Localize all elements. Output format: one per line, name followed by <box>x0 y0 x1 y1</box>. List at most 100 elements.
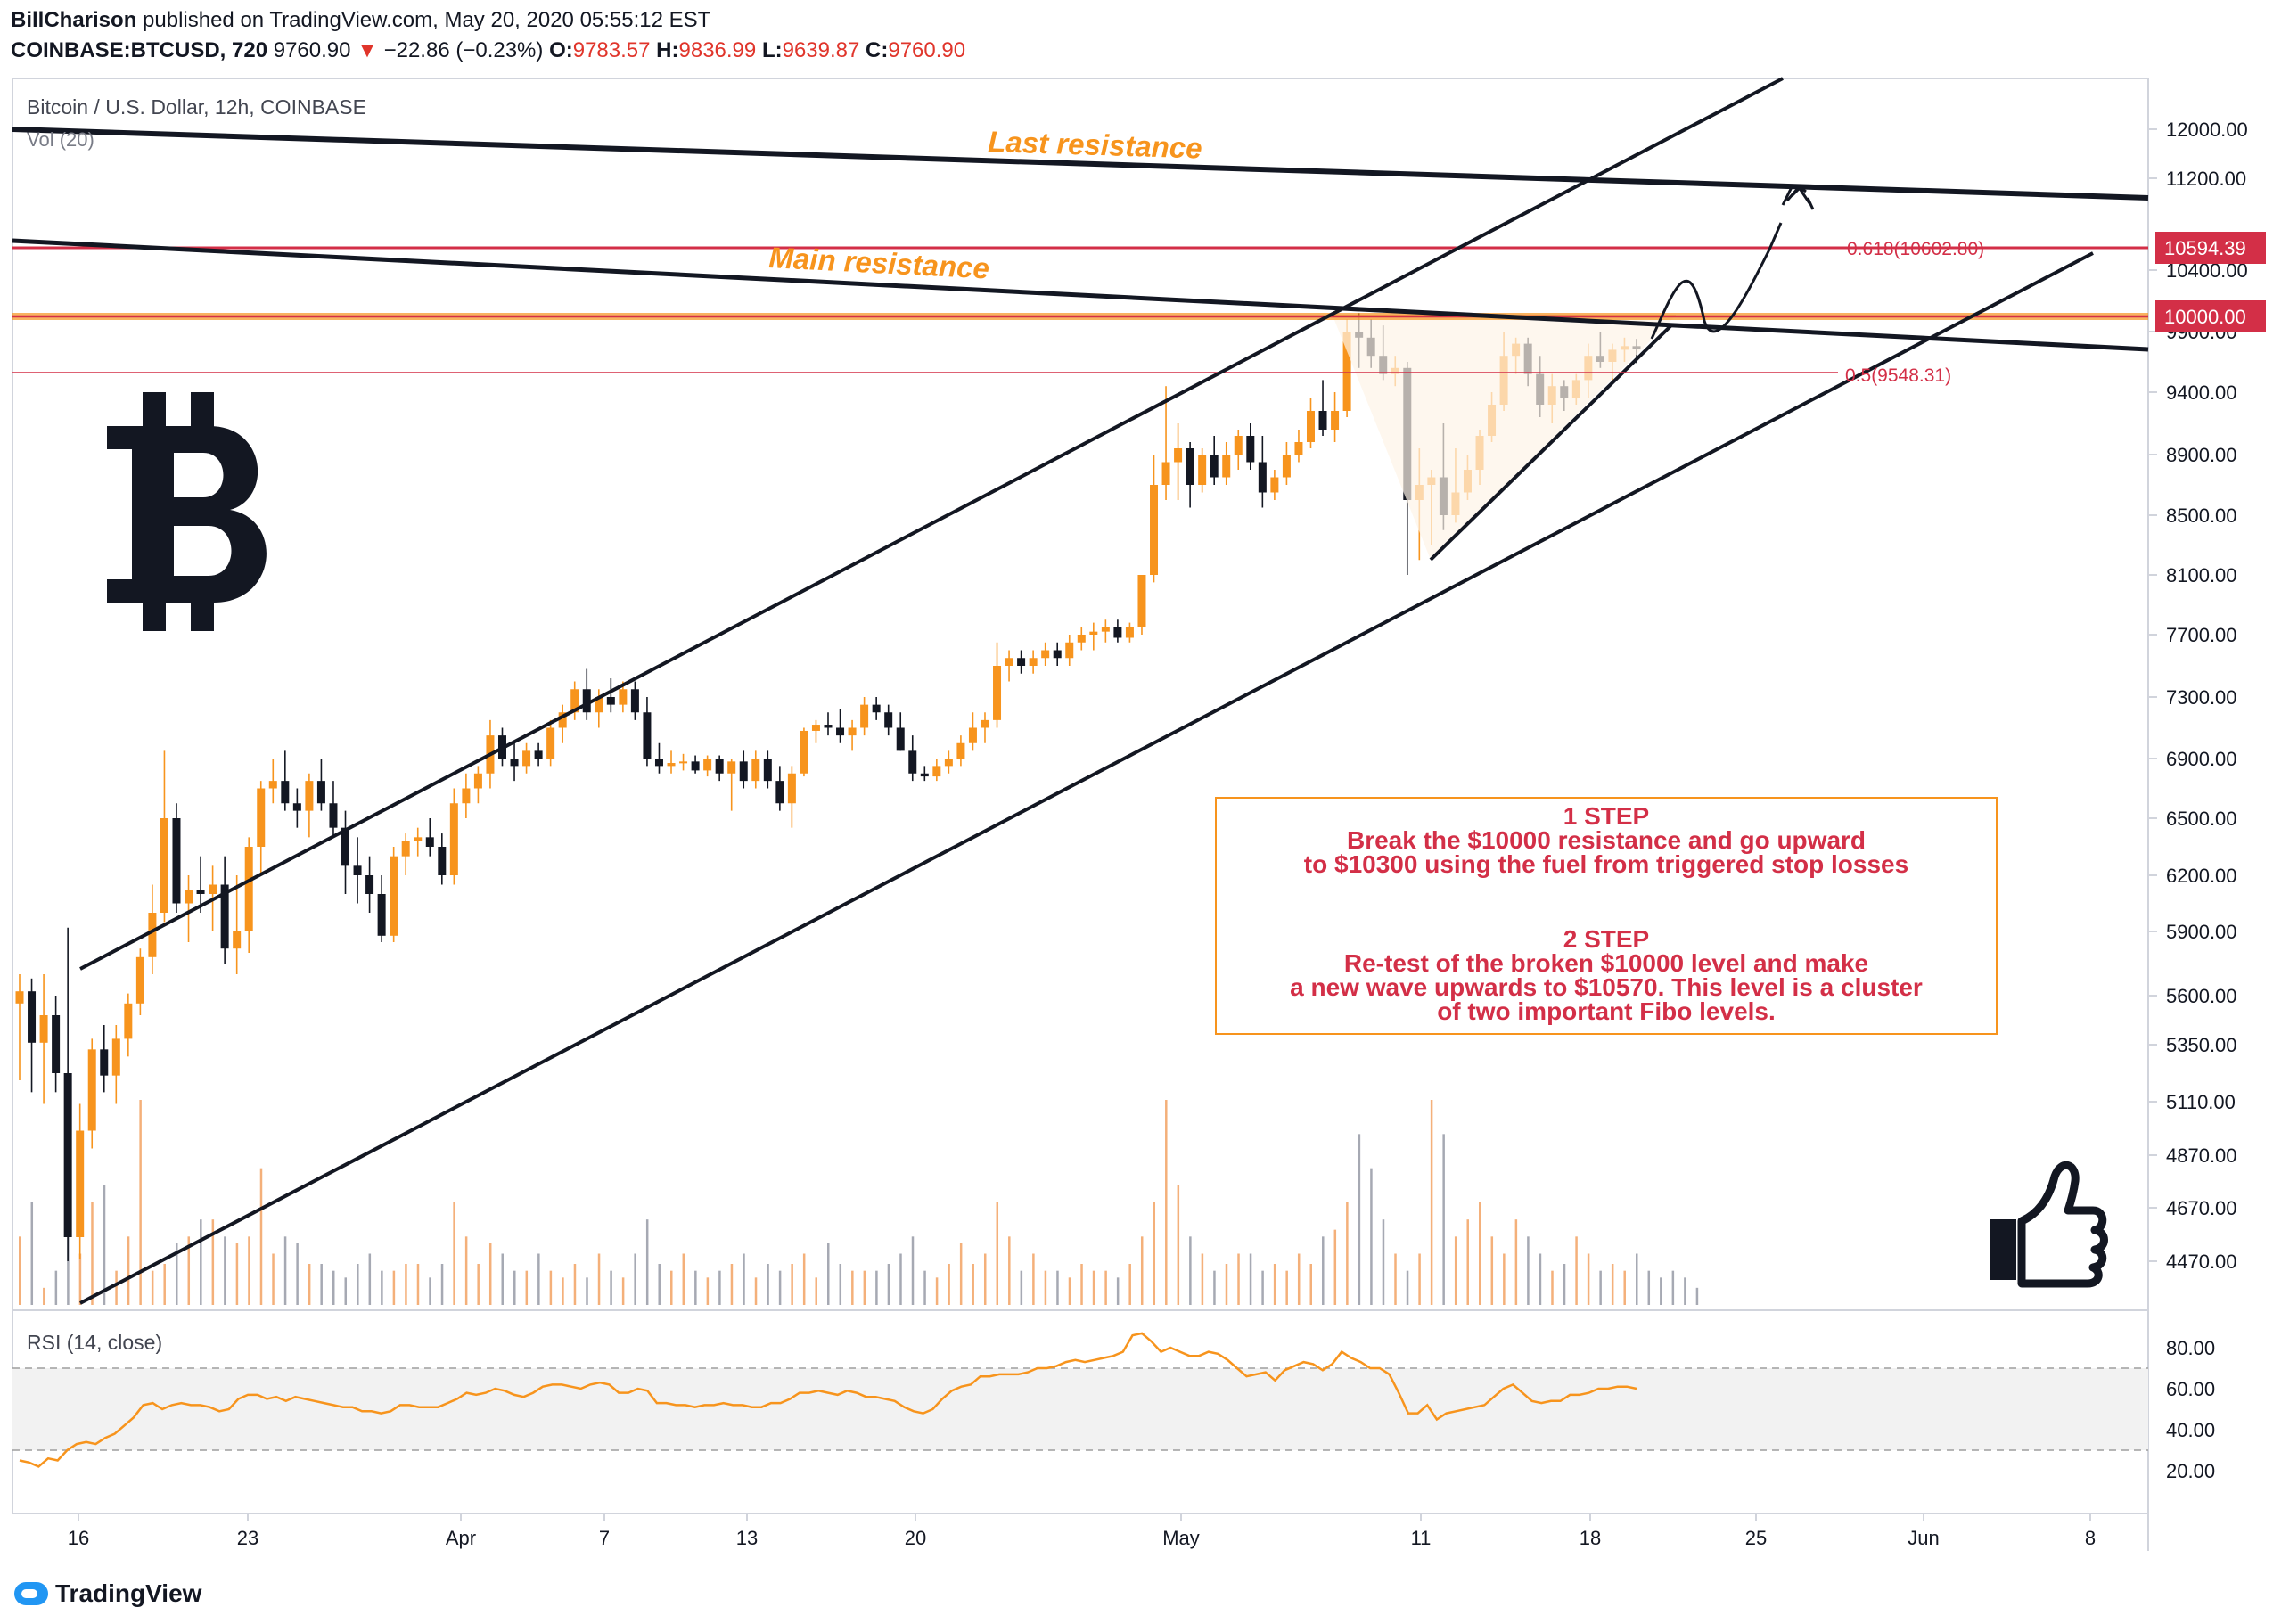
candle-body <box>1150 485 1159 575</box>
volume-bar <box>863 1270 866 1305</box>
chart-header: BillCharison published on TradingView.co… <box>11 5 1526 66</box>
volume-bars <box>19 1100 1699 1305</box>
candle-body <box>1041 650 1050 659</box>
price-axis[interactable]: 12000.0011200.0010400.009900.009400.0089… <box>2148 119 2248 1273</box>
volume-bar <box>645 1219 649 1305</box>
publisher-line: BillCharison published on TradingView.co… <box>11 5 1526 36</box>
last-resistance-trendline[interactable] <box>12 127 2149 201</box>
volume-bar <box>597 1253 601 1305</box>
tradingview-cloud-icon <box>14 1582 48 1605</box>
symbol-label[interactable]: COINBASE:BTCUSD, 720 <box>11 38 268 62</box>
triangle-support-line[interactable] <box>1429 324 1673 562</box>
volume-bar <box>440 1264 444 1305</box>
candle-body <box>87 1049 96 1131</box>
volume-bar <box>54 1270 58 1305</box>
volume-bar <box>1297 1253 1301 1305</box>
volume-bar <box>1056 1270 1059 1305</box>
volume-bar <box>1104 1270 1107 1305</box>
volume-bar <box>464 1236 468 1305</box>
volume-bar <box>1140 1236 1144 1305</box>
price-tick-label: 11200.00 <box>2166 168 2246 190</box>
author-name[interactable]: BillCharison <box>11 8 137 32</box>
candle-body <box>1029 658 1038 666</box>
candle-body <box>185 890 193 904</box>
volume-bar <box>730 1264 734 1305</box>
main-resistance-trendline[interactable] <box>12 238 2149 352</box>
channel-lower-line[interactable] <box>79 251 2094 1305</box>
annotation-text: 1 STEP Break the $10000 resistance and g… <box>1290 802 1923 1025</box>
time-axis[interactable]: 16 23 Apr 7 13 20 May 11 18 25 Jun 8 <box>68 1513 2096 1549</box>
volume-bar <box>1092 1270 1095 1305</box>
volume-bar <box>1165 1100 1168 1305</box>
high-value: 9836.99 <box>678 38 757 62</box>
volume-bar <box>1695 1287 1699 1305</box>
candle-body <box>534 750 543 759</box>
candle-body <box>1246 436 1255 463</box>
volume-bar <box>224 1236 226 1305</box>
candle-body <box>196 890 205 894</box>
volume-bar <box>1358 1134 1361 1305</box>
candle-body <box>124 1003 133 1039</box>
volume-bar <box>743 1253 745 1305</box>
price-tag <box>2155 232 2266 264</box>
candle-body <box>872 704 881 713</box>
candle-body <box>135 956 144 1004</box>
volume-bar <box>1346 1202 1349 1305</box>
volume-bar <box>78 1253 82 1305</box>
volume-bar <box>682 1253 685 1305</box>
candle-body <box>414 837 423 841</box>
volume-bar <box>875 1270 878 1305</box>
candle-body <box>1318 411 1327 430</box>
candle-body <box>63 1073 72 1237</box>
volume-bar <box>670 1270 673 1305</box>
volume-bar <box>283 1236 287 1305</box>
channel-upper-line[interactable] <box>79 77 1784 971</box>
volume-bar <box>259 1168 263 1305</box>
triangle-pattern-fill <box>1333 316 1676 560</box>
volume-bar <box>815 1277 817 1305</box>
volume-bar <box>308 1264 311 1305</box>
annotation-box[interactable] <box>1215 797 1998 1035</box>
volume-bar <box>851 1270 854 1305</box>
candle-body <box>39 1015 48 1043</box>
volume-bar <box>1080 1264 1083 1305</box>
volume-bar <box>1406 1270 1409 1305</box>
candle-body <box>329 803 338 828</box>
projected-path <box>1650 222 1783 340</box>
volume-bar <box>1418 1253 1421 1305</box>
candle-body <box>1331 411 1340 430</box>
price-tick-label: 8900.00 <box>2166 444 2237 466</box>
volume-bar <box>91 1202 94 1305</box>
candle-body <box>281 781 290 804</box>
candle-body <box>365 875 374 894</box>
rsi-tick-label: 60.00 <box>2166 1378 2215 1400</box>
candle-body <box>908 750 917 774</box>
price-tick-label: 7700.00 <box>2166 624 2237 646</box>
candle-body <box>968 727 977 743</box>
volume-bar <box>1684 1277 1686 1305</box>
price-tick-label: 5110.00 <box>2166 1091 2236 1113</box>
candle-body <box>848 727 857 736</box>
volume-bar <box>573 1264 577 1305</box>
candle-body <box>896 727 905 751</box>
candle-body <box>981 719 989 728</box>
chart-title: Bitcoin / U.S. Dollar, 12h, COINBASE <box>27 95 366 119</box>
low-label: L: <box>761 38 783 62</box>
candle-body <box>148 913 157 957</box>
projected-path-dashed <box>1781 184 1815 210</box>
price-tick-label: 5600.00 <box>2166 985 2237 1007</box>
time-tick-label: 11 <box>1411 1527 1432 1549</box>
candle-body <box>438 847 447 875</box>
tradingview-logo[interactable]: TradingView <box>14 1579 201 1608</box>
price-tick-label: 4470.00 <box>2166 1251 2237 1273</box>
candle-body <box>341 827 350 866</box>
rsi-tick-label: 40.00 <box>2166 1419 2215 1441</box>
volume-bar <box>139 1100 142 1305</box>
candle-body <box>1017 658 1026 666</box>
volume-bar <box>972 1264 974 1305</box>
volume-bar <box>718 1270 721 1305</box>
candle-body <box>316 781 325 804</box>
candle-body <box>1125 627 1134 638</box>
volume-bar <box>1261 1270 1264 1305</box>
